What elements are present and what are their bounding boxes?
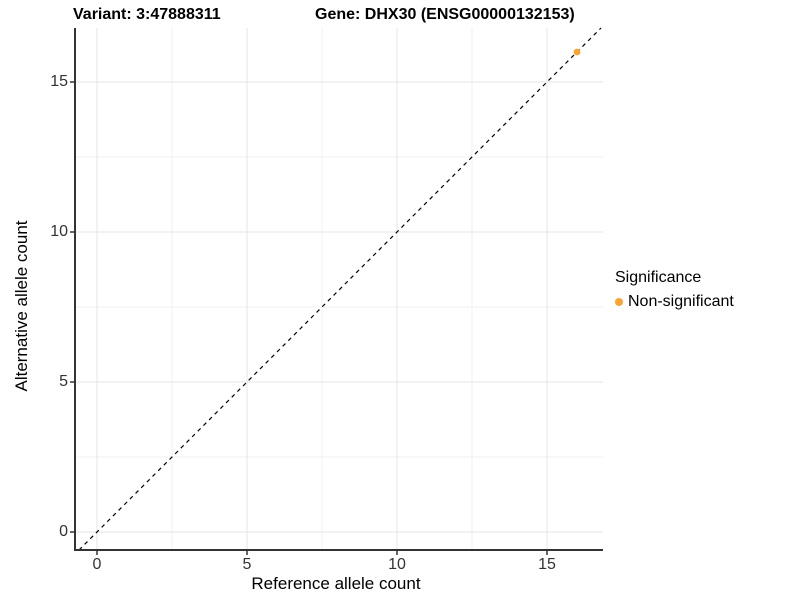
y-tick-label: 0: [59, 523, 68, 540]
x-tick-label: 10: [388, 556, 406, 573]
x-tick-label: 5: [242, 556, 252, 573]
y-tick-label: 15: [50, 73, 68, 90]
x-axis-title: Reference allele count: [251, 574, 421, 593]
legend-point-icon: [615, 298, 623, 306]
plot-title-variant: Variant: 3:47888311: [73, 6, 221, 23]
legend-item-non-significant: Non-significant: [615, 293, 734, 311]
y-tick-label: 10: [50, 223, 68, 240]
data-point: [573, 48, 581, 56]
x-tick-label: 15: [538, 556, 556, 573]
legend-title: Significance: [615, 269, 702, 286]
identity-line: [78, 27, 602, 551]
legend: Significance Non-significant: [615, 269, 734, 311]
legend-item-label: Non-significant: [628, 293, 734, 310]
y-axis-title: Alternative allele count: [12, 220, 31, 392]
y-tick-label: 5: [59, 373, 68, 390]
x-tick-label: 0: [92, 556, 102, 573]
plot-title-gene: Gene: DHX30 (ENSG00000132153): [315, 6, 575, 23]
